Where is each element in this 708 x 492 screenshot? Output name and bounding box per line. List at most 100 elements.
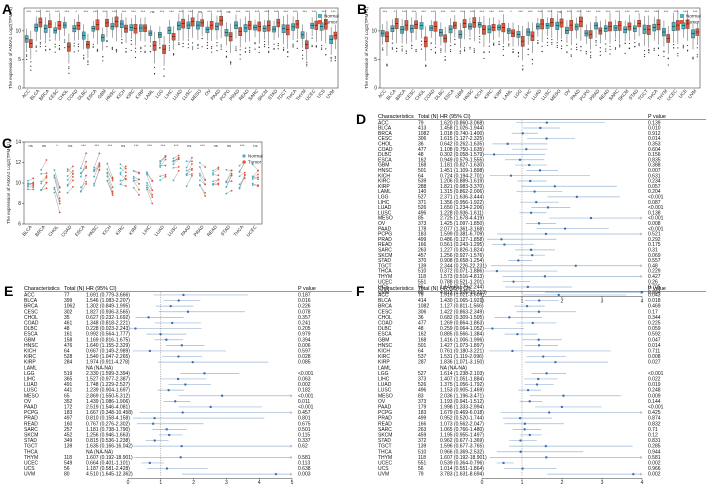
row-hr-ci: 2.344 (0.226-22.231) [440,263,487,269]
normal-point [198,184,201,187]
row-total: 48 [418,152,424,158]
row-characteristic: BRCA [378,304,393,310]
ci-arrow [639,216,643,220]
row-pvalue: 0.357 [298,315,311,321]
row-hr-ci: 2.725 (1.678-4.419) [440,216,484,222]
row-pvalue: 0.069 [648,253,661,259]
row-pvalue: 0.427 [648,274,661,280]
row-characteristic: UCEC [378,279,393,285]
panel-f: Characteristics Total (N) HR (95% CI) P val… [378,286,706,486]
row-pvalue: 0.26 [648,279,658,285]
normal-point [40,180,43,183]
column-header-hr: HR (95% CI) [440,286,471,292]
pair-line [146,174,153,191]
row-hr-ci: 0.539 (0.364-0.796) [440,461,484,467]
row-characteristic: MESO [378,216,393,222]
row-pvalue: 0.008 [648,221,661,227]
hr-point [574,264,577,267]
outlier-point [144,51,146,54]
significance-mark: *** [567,9,572,14]
x-category-label: COAD [423,88,436,102]
pair-line [146,172,153,181]
tumor-point [191,169,193,171]
row-pvalue: 0.002 [648,472,661,478]
normal-point [132,177,135,180]
normal-point [66,168,69,171]
row-total: 302 [64,309,73,315]
tumor-point [257,169,259,172]
pair-line [226,181,232,183]
tumor-point [72,165,74,168]
row-hr-ci: 1.348 (0.818-2.221) [86,321,130,327]
pair-line [93,163,100,170]
row-characteristic: READ [24,421,38,427]
ci-arrow [289,411,293,414]
row-total: 178 [418,226,427,232]
hr-point [542,355,545,358]
normal-point [251,178,254,180]
outlier-point [325,48,327,50]
x-tick-label: 1 [521,480,524,486]
hr-point [176,377,180,381]
outlier-point [268,50,270,52]
row-hr-ci: 1.407 (1.051-1.884) [440,377,484,383]
row-total: 64 [418,349,424,355]
normal-point [40,182,43,185]
panel-label-b: B [357,1,367,17]
outlier-point [415,48,417,51]
row-total: 413 [418,126,427,132]
outlier-point [211,46,213,48]
significance-mark: *** [615,9,620,14]
row-characteristic: UCS [378,285,389,291]
tumor-point [85,183,88,185]
row-total: 160 [64,421,73,427]
row-total: 1082 [418,131,429,137]
tumor-point [98,152,101,155]
row-characteristic: MESO [24,393,39,399]
row-hr-ci: 2.077 (1.361-3.168) [440,226,484,232]
normal-point [53,176,56,179]
outlier-point [235,49,237,52]
tumor-point [204,191,207,194]
hr-point [492,153,496,156]
significance-mark: *** [673,9,678,14]
y-tick-label: 10 [371,28,377,34]
pair-line [67,170,74,177]
pair-line [252,176,259,180]
pair-line [199,173,206,181]
outlier-point [512,51,514,54]
outlier-point [315,45,317,47]
outlier-point [556,46,558,49]
tumor-point [230,169,233,172]
legend-normal-swatch [242,154,246,158]
outlier-point [634,46,636,48]
row-pvalue: <0.001 [648,205,664,211]
x-category-label: STAD [220,224,232,237]
hr-point [531,321,534,325]
outlier-point [206,47,209,50]
y-tick-label: 14 [15,140,21,146]
hr-point [539,126,542,130]
row-characteristic: LAML [24,365,37,371]
row-total: 373 [418,377,427,383]
row-characteristic: THCA [378,269,392,275]
x-category-label: UCEC [666,88,679,102]
row-total: 373 [418,221,427,227]
row-hr-ci: 2.869 (1.550-5.312) [86,393,130,399]
row-pvalue: 0.631 [648,173,661,179]
row-total: 139 [418,263,427,269]
outlier-point [590,55,592,57]
outlier-point [172,53,175,55]
row-characteristic: UCS [24,466,35,472]
column-header-hr: HR (95% CI) [440,114,471,120]
row-characteristic: LIHC [378,377,390,383]
normal-point [93,182,95,185]
row-hr-ci: 1.451 (1.109-1.898) [440,168,484,174]
row-total: 183 [64,410,73,416]
row-hr-ci: 1.821 (0.983-3.370) [440,184,484,190]
outlier-point [211,47,213,49]
outlier-point [268,46,270,49]
row-pvalue: 0.638 [298,466,311,472]
pair-line [146,173,153,182]
outlier-point [546,37,549,39]
